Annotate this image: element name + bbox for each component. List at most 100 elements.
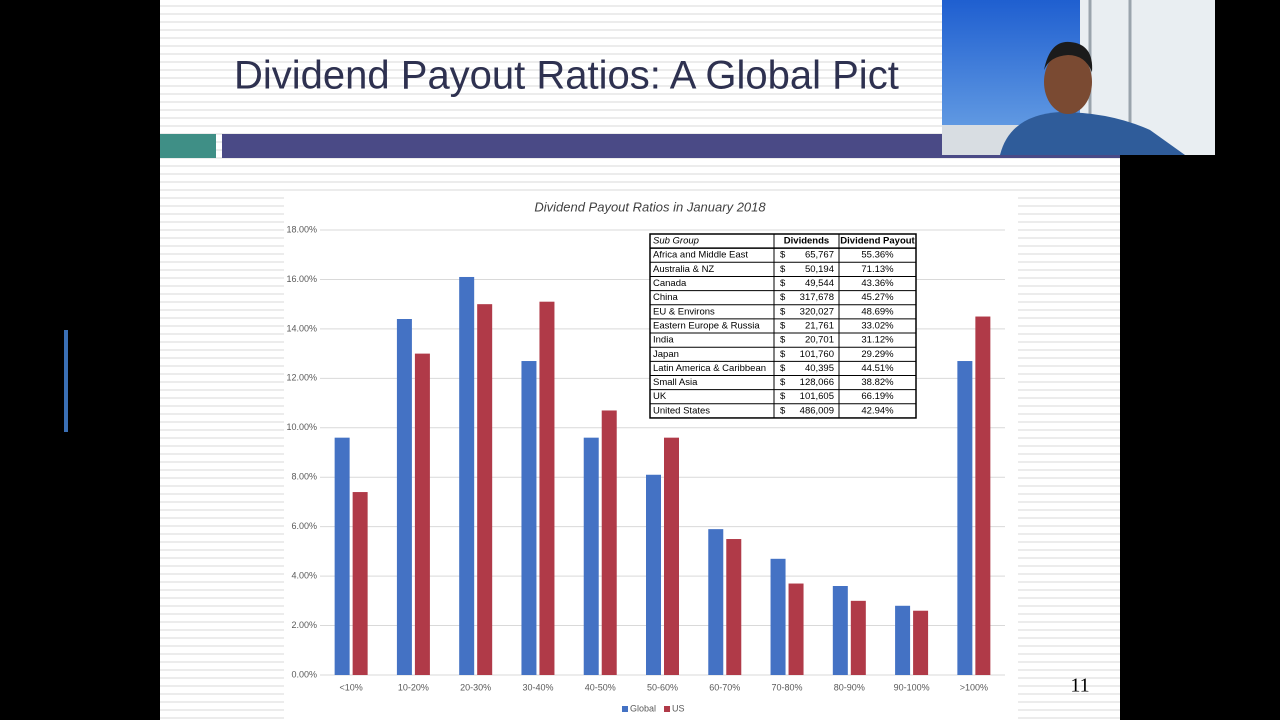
page-number: 11 bbox=[1070, 675, 1089, 697]
bar bbox=[708, 529, 724, 675]
table-cell: $ bbox=[780, 405, 786, 416]
slide-title: Dividend Payout Ratios: A Global Pict bbox=[234, 54, 899, 98]
table-cell: 43.36% bbox=[861, 278, 894, 289]
bar bbox=[459, 276, 475, 675]
x-tick-label: 90-100% bbox=[894, 682, 930, 692]
table-cell: $ bbox=[780, 320, 786, 331]
bar bbox=[913, 610, 929, 675]
bar bbox=[895, 605, 911, 675]
y-tick-label: 6.00% bbox=[291, 521, 317, 531]
bar bbox=[664, 437, 679, 675]
legend-label: US bbox=[672, 703, 685, 713]
table-header: Dividend Payout bbox=[840, 236, 915, 247]
table-cell: 48.69% bbox=[861, 306, 894, 317]
table-cell: India bbox=[653, 335, 674, 346]
y-tick-label: 2.00% bbox=[291, 620, 317, 630]
bar bbox=[414, 353, 430, 675]
table-cell: Japan bbox=[653, 349, 679, 360]
table-header: Dividends bbox=[784, 236, 829, 247]
legend-label: Global bbox=[630, 703, 656, 713]
x-tick-label: >100% bbox=[960, 682, 988, 692]
bar bbox=[539, 301, 555, 675]
table-cell: $ bbox=[780, 363, 786, 374]
table-cell: Africa and Middle East bbox=[653, 250, 748, 261]
bar bbox=[477, 304, 493, 675]
table-cell: Australia & NZ bbox=[653, 264, 714, 275]
bar bbox=[646, 474, 661, 675]
table-cell: 44.51% bbox=[861, 363, 894, 374]
bar bbox=[521, 361, 537, 675]
table-cell: 66.19% bbox=[861, 391, 894, 402]
table-cell: 42.94% bbox=[861, 405, 894, 416]
table-cell: 55.36% bbox=[861, 250, 894, 261]
table-cell: $ bbox=[780, 292, 786, 303]
table-cell: 33.02% bbox=[861, 320, 894, 331]
table-cell: 29.29% bbox=[861, 349, 894, 360]
x-tick-label: 60-70% bbox=[709, 682, 740, 692]
table-cell: $ bbox=[780, 306, 786, 317]
table-cell: Eastern Europe & Russia bbox=[653, 320, 760, 331]
webcam-overlay bbox=[942, 0, 1215, 155]
table-cell: $ bbox=[780, 264, 786, 275]
y-tick-label: 8.00% bbox=[291, 472, 317, 482]
table-cell: $ bbox=[780, 349, 786, 360]
table-cell: $ bbox=[780, 335, 786, 346]
x-tick-label: 20-30% bbox=[460, 682, 491, 692]
x-tick-label: 40-50% bbox=[585, 682, 616, 692]
table-cell: EU & Environs bbox=[653, 306, 715, 317]
y-tick-label: 0.00% bbox=[291, 669, 317, 679]
table-cell: 45.27% bbox=[861, 292, 894, 303]
table-cell: 40,395 bbox=[805, 363, 834, 374]
x-tick-label: 30-40% bbox=[522, 682, 553, 692]
y-tick-label: 16.00% bbox=[286, 274, 317, 284]
bar bbox=[601, 410, 617, 675]
bar bbox=[788, 583, 804, 675]
bar bbox=[352, 492, 368, 675]
table-frame bbox=[649, 233, 917, 419]
accent-bar bbox=[160, 134, 216, 158]
bar bbox=[726, 539, 742, 675]
y-tick-label: 14.00% bbox=[286, 323, 317, 333]
bar bbox=[396, 319, 412, 675]
bar bbox=[975, 316, 991, 675]
table-cell: 50,194 bbox=[805, 264, 834, 275]
table-cell: $ bbox=[780, 250, 786, 261]
table-cell: 128,066 bbox=[800, 377, 834, 388]
table-cell: 38.82% bbox=[861, 377, 894, 388]
y-tick-label: 18.00% bbox=[286, 224, 317, 234]
table-cell: 20,701 bbox=[805, 335, 834, 346]
bar bbox=[334, 437, 350, 675]
table-cell: 101,760 bbox=[800, 349, 834, 360]
legend-swatch bbox=[664, 706, 671, 712]
table-cell: 320,027 bbox=[800, 306, 834, 317]
table-cell: 31.12% bbox=[861, 335, 894, 346]
bar bbox=[832, 586, 848, 675]
table-cell: Canada bbox=[653, 278, 687, 289]
y-tick-label: 10.00% bbox=[286, 422, 317, 432]
side-marker bbox=[64, 330, 68, 432]
table-cell: $ bbox=[780, 377, 786, 388]
bar bbox=[770, 558, 786, 675]
bar bbox=[957, 361, 973, 675]
y-tick-label: 4.00% bbox=[291, 570, 317, 580]
table-cell: UK bbox=[653, 391, 667, 402]
table-cell: 317,678 bbox=[800, 292, 834, 303]
bar bbox=[850, 600, 866, 675]
table-cell: $ bbox=[780, 391, 786, 402]
x-tick-label: 10-20% bbox=[398, 682, 429, 692]
x-tick-label: <10% bbox=[339, 682, 362, 692]
table-cell: Small Asia bbox=[653, 377, 698, 388]
legend-swatch bbox=[622, 706, 628, 712]
x-tick-label: 70-80% bbox=[772, 682, 803, 692]
bar bbox=[583, 437, 599, 675]
table-cell: 65,767 bbox=[805, 250, 834, 261]
table-cell: Latin America & Caribbean bbox=[653, 363, 766, 374]
table-cell: 49,544 bbox=[805, 278, 834, 289]
table-header: Sub Group bbox=[653, 236, 699, 247]
table-cell: 71.13% bbox=[861, 264, 894, 275]
x-tick-label: 80-90% bbox=[834, 682, 865, 692]
table-cell: 21,761 bbox=[805, 320, 834, 331]
x-tick-label: 50-60% bbox=[647, 682, 678, 692]
